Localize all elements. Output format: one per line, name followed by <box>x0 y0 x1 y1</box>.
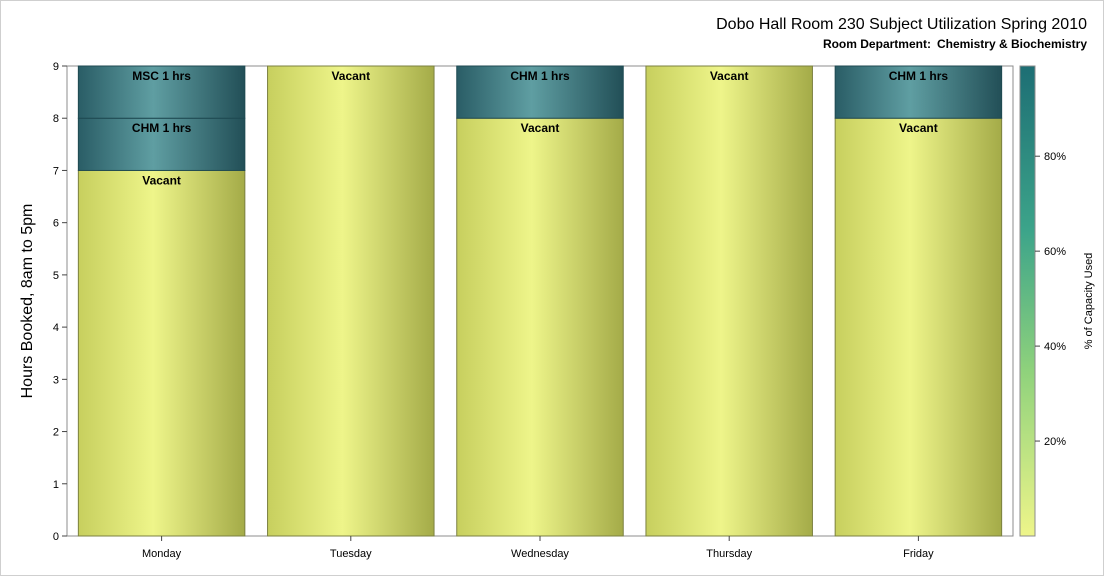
bar-segment-label: CHM 1 hrs <box>510 69 570 83</box>
subtitle-prefix: Room Department: <box>823 37 931 51</box>
y-tick-label: 1 <box>53 479 59 491</box>
bar-segment <box>456 65 624 119</box>
colorbar-legend: 20% 40% 60% 80% <box>1019 65 1066 537</box>
bar-segment <box>77 65 246 119</box>
colorbar-label: % of Capacity Used <box>1083 253 1095 350</box>
y-tick-label: 7 <box>53 165 59 177</box>
bar-segment-label: Vacant <box>899 121 938 135</box>
bar-segment-label: Vacant <box>710 69 749 83</box>
chart-subtitle: Room Department: Chemistry & Biochemistry <box>823 37 1087 51</box>
bar-segment-label: Vacant <box>331 69 370 83</box>
y-tick-label: 5 <box>53 270 59 282</box>
x-tick-label: Friday <box>903 548 934 560</box>
bar-segment-label: CHM 1 hrs <box>889 69 949 83</box>
y-tick-label: 3 <box>53 374 59 386</box>
colorbar-tick-label: 20% <box>1044 436 1066 448</box>
plot-area: 0 1 2 3 4 5 6 7 8 9 Vacant CHM 1 hrs MSC 1 hrs Monday… <box>53 61 1014 560</box>
x-tick-label: Monday <box>142 548 182 560</box>
y-tick-label: 0 <box>53 531 59 543</box>
x-tick-label: Thursday <box>706 548 752 560</box>
x-tick-label: Tuesday <box>330 548 372 560</box>
y-tick-label: 4 <box>53 322 59 334</box>
bar-segment <box>834 65 1003 119</box>
bar-segment-label: CHM 1 hrs <box>132 121 192 135</box>
bar-segment-label: MSC 1 hrs <box>132 69 191 83</box>
bar-segment <box>77 117 246 171</box>
y-tick-label: 6 <box>53 218 59 230</box>
y-tick-label: 8 <box>53 113 59 125</box>
bar-segment <box>267 65 435 537</box>
y-axis-label: Hours Booked, 8am to 5pm <box>19 204 36 399</box>
bar-segment-label: Vacant <box>142 173 181 187</box>
bar-segment <box>77 169 246 537</box>
bar-segment <box>645 65 813 537</box>
chart-title: Dobo Hall Room 230 Subject Utilization S… <box>716 16 1087 33</box>
colorbar-gradient <box>1019 65 1036 537</box>
bar-segment-label: Vacant <box>521 121 560 135</box>
y-tick-label: 9 <box>53 61 59 73</box>
x-tick-label: Wednesday <box>511 548 569 560</box>
colorbar-tick-label: 60% <box>1044 246 1066 258</box>
bar-segment <box>456 117 624 537</box>
colorbar-tick-label: 80% <box>1044 151 1066 163</box>
colorbar-tick-label: 40% <box>1044 341 1066 353</box>
subtitle-value: Chemistry & Biochemistry <box>937 37 1087 51</box>
bar-segment <box>834 117 1003 537</box>
y-tick-label: 2 <box>53 427 59 439</box>
